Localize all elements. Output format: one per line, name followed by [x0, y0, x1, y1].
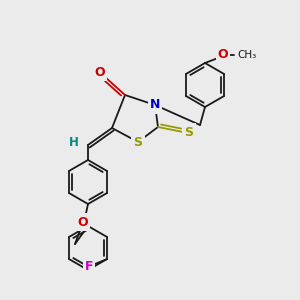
Text: O: O	[95, 65, 105, 79]
Text: O: O	[78, 215, 88, 229]
Text: S: S	[134, 136, 142, 148]
Text: H: H	[69, 136, 79, 148]
Text: O: O	[218, 49, 228, 62]
Text: CH₃: CH₃	[237, 50, 256, 60]
Text: F: F	[85, 260, 93, 274]
Text: S: S	[184, 125, 194, 139]
Text: N: N	[150, 98, 160, 112]
